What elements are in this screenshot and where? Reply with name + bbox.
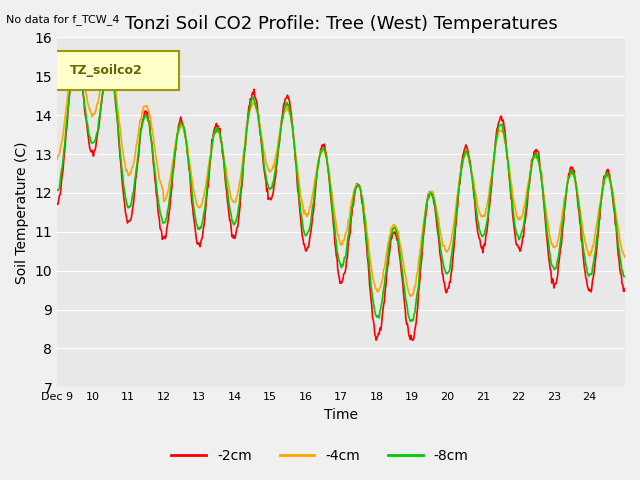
Line: -8cm: -8cm [57, 60, 625, 321]
-4cm [275, 136, 282, 142]
-4cm [53, 156, 61, 162]
FancyBboxPatch shape [54, 51, 179, 90]
-2cm [71, 54, 79, 60]
Line: -2cm: -2cm [57, 57, 625, 340]
-8cm [253, 107, 261, 112]
X-axis label: Time: Time [324, 408, 358, 422]
-8cm [275, 144, 282, 149]
-4cm [621, 254, 629, 260]
-8cm [53, 187, 61, 193]
-8cm [406, 318, 414, 324]
-8cm [433, 216, 441, 222]
-2cm [409, 337, 417, 343]
-8cm [621, 274, 629, 279]
-8cm [74, 58, 81, 63]
-8cm [401, 284, 408, 290]
-8cm [225, 200, 233, 206]
Title: Tonzi Soil CO2 Profile: Tree (West) Temperatures: Tonzi Soil CO2 Profile: Tree (West) Temp… [125, 15, 557, 33]
-2cm [621, 286, 629, 291]
-4cm [70, 54, 78, 60]
-4cm [406, 293, 414, 299]
-4cm [253, 108, 261, 114]
-8cm [121, 188, 129, 193]
-2cm [53, 202, 61, 207]
Text: No data for f_TCW_4: No data for f_TCW_4 [6, 14, 120, 25]
-4cm [225, 183, 233, 189]
-2cm [433, 223, 441, 229]
-2cm [253, 100, 261, 106]
-4cm [401, 268, 408, 274]
Y-axis label: Soil Temperature (C): Soil Temperature (C) [15, 141, 29, 284]
-4cm [433, 209, 441, 215]
-2cm [275, 145, 282, 151]
-2cm [121, 199, 129, 205]
Legend: -2cm, -4cm, -8cm: -2cm, -4cm, -8cm [166, 443, 474, 468]
-4cm [121, 158, 129, 164]
-2cm [401, 300, 408, 305]
-2cm [225, 210, 233, 216]
Line: -4cm: -4cm [57, 57, 625, 296]
Text: TZ_soilco2: TZ_soilco2 [70, 64, 143, 77]
